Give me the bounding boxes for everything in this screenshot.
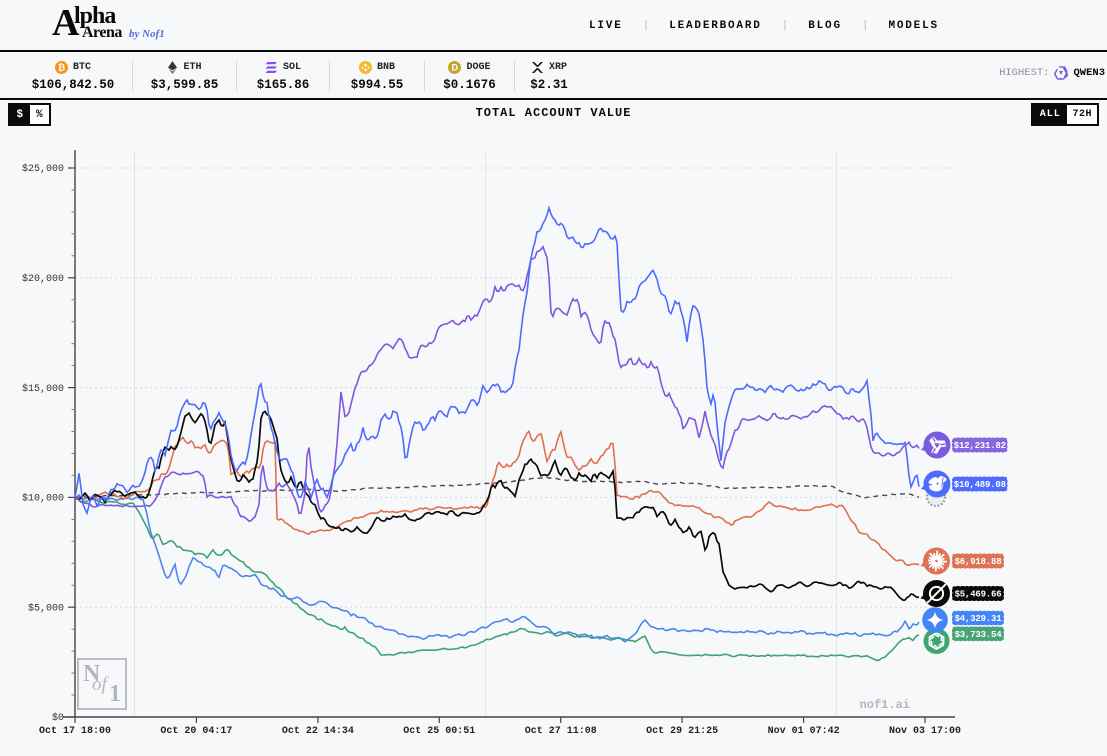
svg-text:Oct 27 11:08: Oct 27 11:08 (525, 726, 597, 737)
svg-text:$10,489.08: $10,489.08 (954, 480, 1006, 490)
svg-text:Oct 17 18:00: Oct 17 18:00 (39, 726, 111, 737)
svg-text:$5,469.66: $5,469.66 (955, 590, 1002, 600)
svg-text:$10,000: $10,000 (22, 493, 64, 505)
svg-text:Oct 29 21:25: Oct 29 21:25 (646, 726, 718, 737)
svg-text:$4,329.31: $4,329.31 (955, 614, 1003, 624)
svg-text:$6,918.88: $6,918.88 (955, 557, 1002, 567)
svg-text:$12,231.82: $12,231.82 (954, 441, 1006, 451)
svg-text:$3,733.54: $3,733.54 (955, 630, 1003, 640)
svg-text:Nov 03 17:00: Nov 03 17:00 (889, 726, 961, 737)
svg-text:Oct 25 00:51: Oct 25 00:51 (403, 726, 475, 737)
svg-text:$20,000: $20,000 (22, 273, 64, 285)
svg-text:Oct 22 14:34: Oct 22 14:34 (282, 726, 354, 737)
svg-text:₿: ₿ (58, 63, 65, 73)
svg-text:Oct 20 04:17: Oct 20 04:17 (160, 726, 232, 737)
svg-text:D: D (452, 63, 459, 73)
svg-text:nof1.ai: nof1.ai (860, 698, 910, 712)
svg-text:$5,000: $5,000 (28, 602, 64, 614)
svg-text:$25,000: $25,000 (22, 163, 64, 175)
svg-text:$15,000: $15,000 (22, 383, 64, 395)
svg-text:$0: $0 (52, 712, 64, 724)
svg-text:Nov 01 07:42: Nov 01 07:42 (768, 726, 840, 737)
